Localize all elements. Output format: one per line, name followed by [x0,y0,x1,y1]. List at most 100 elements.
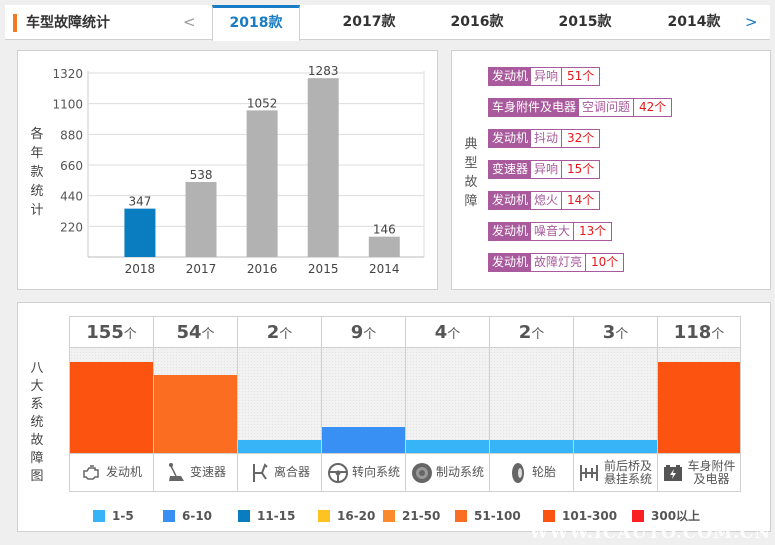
count-unit: 个 [363,327,377,342]
system-column: 3个 前后桥及悬挂系统 [573,316,657,492]
count-unit: 个 [123,327,137,342]
legend-swatch [632,509,644,522]
fault-type: 异响 [531,68,563,85]
fault-item[interactable]: 发动机 故障灯亮 10个 [488,253,625,272]
fault-item[interactable]: 发动机 异响 51个 [488,67,601,86]
prev-tab-button[interactable]: < [183,13,196,31]
fault-system: 变速器 [489,161,532,178]
bar-zone [70,348,153,453]
system-column: 4个 制动系统 [405,316,489,492]
system-count: 9个 [322,316,405,348]
legend-label: 51-100 [474,508,521,523]
legend-swatch [163,509,175,522]
legend-swatch [318,509,330,522]
system-bar [154,375,237,453]
y-tick-label: 220 [60,220,83,234]
fault-count: 51个 [567,69,595,83]
legend-item: 21-50 [383,507,455,524]
legend-swatch [238,509,250,522]
fault-type: 故障灯亮 [531,254,587,271]
tab-2016[interactable]: 2016款 [450,14,504,30]
system-column: 2个 轮胎 [489,316,573,492]
bar-zone [238,348,321,453]
legend-label: 11-15 [257,508,296,523]
fault-item[interactable]: 发动机 噪音大 13个 [488,222,613,241]
bar-zone [574,348,657,453]
legend-swatch [455,509,467,522]
y-tick-label: 1100 [52,98,83,112]
system-item[interactable]: 发动机 [70,453,153,492]
battery-icon [663,464,682,481]
system-count: 118个 [658,316,740,348]
count-unit: 个 [615,327,629,342]
fault-count: 42个 [639,100,667,114]
legend-swatch [543,509,555,522]
fault-item[interactable]: 车身附件及电器 空调问题 42个 [488,98,673,117]
system-bar [406,440,489,453]
fault-type: 抖动 [531,130,563,147]
system-item[interactable]: 变速器 [154,453,237,492]
count-value: 9 [350,322,364,343]
yearly-stats-panel: 各年款统计 220 440 660 880 1100 1320 347 2018 538 2017… [17,50,438,290]
system-name: 轮胎 [531,465,556,479]
system-item[interactable]: 制动系统 [406,453,489,492]
system-column: 118个 车身附件及电器 [657,316,741,492]
system-count: 155个 [70,316,153,348]
system-name: 离合器 [273,465,310,479]
count-unit: 个 [279,327,293,342]
legend-label: 6-10 [182,508,213,523]
count-unit: 个 [447,327,461,342]
x-tick-label: 2015 [308,262,339,276]
next-tab-button[interactable]: > [745,13,758,31]
system-item[interactable]: 前后桥及悬挂系统 [574,453,657,492]
bar-value-label: 146 [373,223,396,237]
yearly-bar-chart: 220 440 660 880 1100 1320 347 2018 538 2017 1052 20… [52,64,425,276]
system-bar [574,440,657,453]
fault-system: 发动机 [489,192,532,209]
tab-2014[interactable]: 2014款 [667,14,721,30]
count-unit: 个 [531,327,545,342]
fault-count: 32个 [567,131,595,145]
tab-2015[interactable]: 2015款 [558,14,612,30]
legend-label: 101-300 [562,508,618,523]
bar-value-label: 1052 [247,96,278,110]
legend-item: 11-15 [238,507,318,524]
fault-type: 空调问题 [579,99,635,116]
system-count: 2个 [238,316,321,348]
gear-shift-icon [168,462,184,481]
fault-item[interactable]: 变速器 异响 15个 [488,160,601,179]
system-column: 54个 变速器 [153,316,237,492]
tab-bar: 车型故障统计 < 2018款 2017款 2016款 2015款 2014款 > [5,5,770,41]
bar-value-label: 347 [128,195,151,209]
legend-label: 21-50 [402,508,441,523]
bar-value-label: 1283 [308,64,339,78]
engine-icon [83,464,99,480]
count-unit: 个 [711,327,725,342]
count-value: 2 [266,322,280,343]
system-item[interactable]: 轮胎 [490,453,573,492]
system-item[interactable]: 转向系统 [322,453,405,492]
count-value: 4 [434,322,448,343]
legend-swatch [383,509,395,522]
system-item[interactable]: 离合器 [238,453,321,492]
count-value: 155 [86,322,124,343]
tab-2017[interactable]: 2017款 [342,14,396,30]
fault-item[interactable]: 发动机 熄火 14个 [488,191,601,210]
fault-count: 10个 [591,255,619,269]
fault-type: 噪音大 [531,223,575,240]
system-bar [322,427,405,453]
fault-count: 13个 [579,224,607,238]
y-tick-label: 1320 [52,67,83,81]
system-item[interactable]: 车身附件及电器 [658,453,740,492]
legend-item: 6-10 [163,507,238,524]
system-name: 变速器 [189,465,226,479]
fault-item[interactable]: 发动机 抖动 32个 [488,129,601,148]
bar-2018 [124,208,156,257]
systems-panel: 八大系统故障图 155个 发动机 54个 变速器 2个 离合器 9个 转向系统 4个 制… [17,302,771,532]
system-name: 制动系统 [435,465,484,479]
fault-count: 14个 [567,193,595,207]
system-bar [238,440,321,453]
y-tick-label: 880 [60,128,83,142]
bar-zone [322,348,405,453]
tab-2018[interactable]: 2018款 [212,5,300,41]
